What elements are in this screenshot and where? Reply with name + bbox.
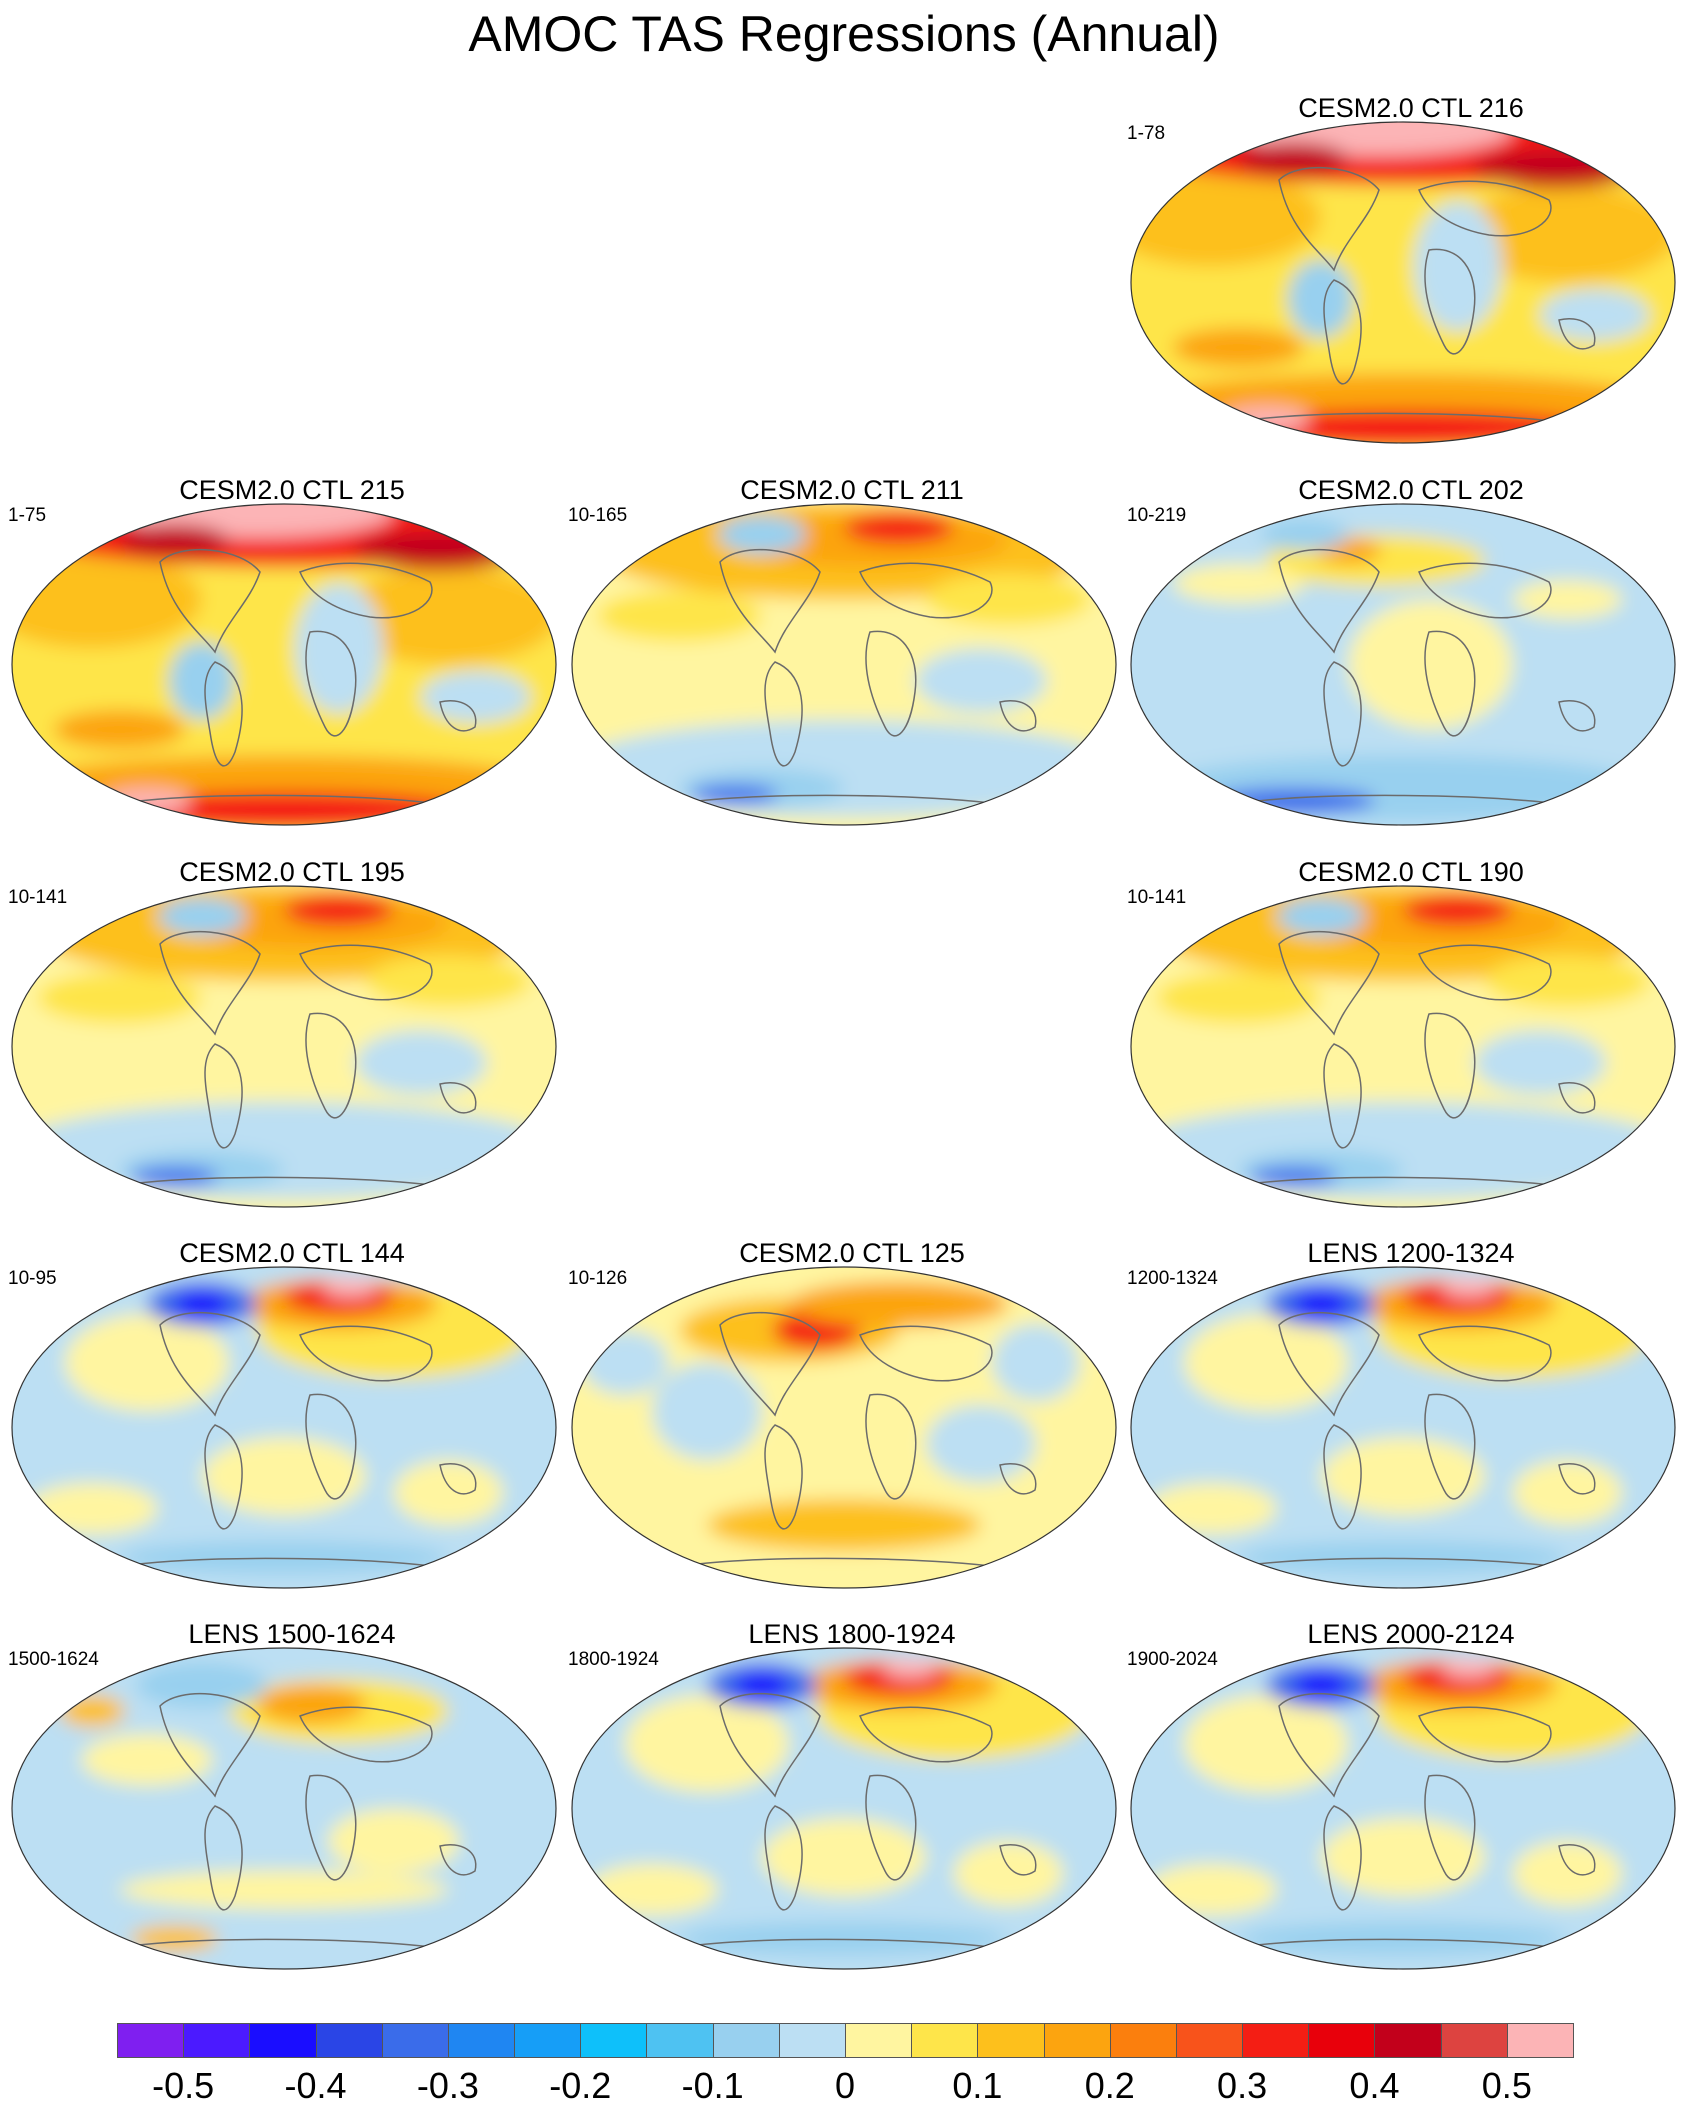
panel-title: CESM2.0 CTL 211: [740, 475, 964, 505]
figure-title: AMOC TAS Regressions (Annual): [468, 6, 1220, 62]
colorbar-swatch: [712, 2023, 780, 2058]
globe-map: [11, 885, 557, 1208]
colorbar-swatch: [1242, 2023, 1310, 2058]
globe-map: [11, 1266, 557, 1589]
panel-title: LENS 1200-1324: [1307, 1238, 1515, 1268]
panel-year-range: 10-95: [8, 1268, 57, 1289]
colorbar-swatch: [183, 2023, 251, 2058]
colorbar-swatch: [315, 2023, 383, 2058]
colorbar-tick-label: -0.2: [549, 2065, 612, 2106]
panel-title: LENS 2000-2124: [1307, 1619, 1515, 1649]
colorbar-swatch: [381, 2023, 449, 2058]
panel-year-range: 10-165: [568, 505, 628, 526]
panel-title: CESM2.0 CTL 202: [1298, 475, 1524, 505]
globe-map: [571, 1266, 1117, 1589]
colorbar-swatch: [514, 2023, 582, 2058]
globe-map: [1130, 121, 1676, 444]
colorbar-tick-label: 0.3: [1217, 2065, 1268, 2106]
panel-year-range: 10-141: [8, 887, 68, 908]
panel-year-range: 10-219: [1127, 505, 1187, 526]
colorbar-swatch: [1506, 2023, 1574, 2058]
panel-title: LENS 1800-1924: [748, 1619, 956, 1649]
panel-title: LENS 1500-1624: [188, 1619, 396, 1649]
colorbar-swatch: [646, 2023, 714, 2058]
globe-map: [571, 503, 1117, 826]
colorbar-swatch: [911, 2023, 979, 2058]
colorbar-swatch: [580, 2023, 648, 2058]
globe-map: [11, 503, 557, 826]
panel-year-range: 1-75: [8, 505, 47, 526]
colorbar-swatch: [778, 2023, 846, 2058]
colorbar-swatch: [1440, 2023, 1508, 2058]
colorbar-tick-label: 0.4: [1349, 2065, 1400, 2106]
colorbar-swatch: [977, 2023, 1045, 2058]
panel-title: CESM2.0 CTL 195: [179, 857, 405, 887]
colorbar-swatch: [1109, 2023, 1177, 2058]
globe-map: [571, 1647, 1117, 1970]
colorbar-swatch: [845, 2023, 913, 2058]
colorbar-swatch: [447, 2023, 516, 2058]
colorbar-tick-label: -0.4: [284, 2065, 347, 2106]
globe-map: [1130, 1266, 1676, 1589]
colorbar-tick-label: -0.5: [152, 2065, 215, 2106]
colorbar-swatch: [1043, 2023, 1111, 2058]
colorbar-swatch: [249, 2023, 317, 2058]
globe-map: [11, 1647, 557, 1970]
colorbar-tick-label: 0: [834, 2065, 856, 2106]
panel-year-range: 10-126: [568, 1268, 628, 1289]
panel-year-range: 10-141: [1127, 887, 1187, 908]
panel-year-range: 1500-1624: [8, 1649, 99, 1670]
panel-year-range: 1900-2024: [1127, 1649, 1218, 1670]
panel-title: CESM2.0 CTL 216: [1298, 93, 1524, 123]
panel-title: CESM2.0 CTL 215: [179, 475, 405, 505]
panel-title: CESM2.0 CTL 190: [1298, 857, 1524, 887]
colorbar-tick-label: -0.3: [416, 2065, 479, 2106]
panel-title: CESM2.0 CTL 125: [739, 1238, 965, 1268]
colorbar-swatch: [1374, 2023, 1442, 2058]
colorbar-swatch: [117, 2023, 185, 2058]
colorbar: [117, 2023, 1574, 2060]
globe-map: [1130, 885, 1676, 1208]
globe-map: [1130, 1647, 1676, 1970]
panel-title: CESM2.0 CTL 144: [179, 1238, 405, 1268]
panel-year-range: 1-78: [1127, 123, 1166, 144]
colorbar-tick-label: 0.2: [1084, 2065, 1135, 2106]
colorbar-swatch: [1308, 2023, 1376, 2058]
panel-year-range: 1200-1324: [1127, 1268, 1218, 1289]
globe-map: [1130, 503, 1676, 826]
colorbar-tick-label: 0.5: [1481, 2065, 1532, 2106]
colorbar-tick-label: 0.1: [952, 2065, 1003, 2106]
colorbar-swatch: [1175, 2023, 1244, 2058]
panel-year-range: 1800-1924: [568, 1649, 659, 1670]
colorbar-tick-label: -0.1: [681, 2065, 744, 2106]
